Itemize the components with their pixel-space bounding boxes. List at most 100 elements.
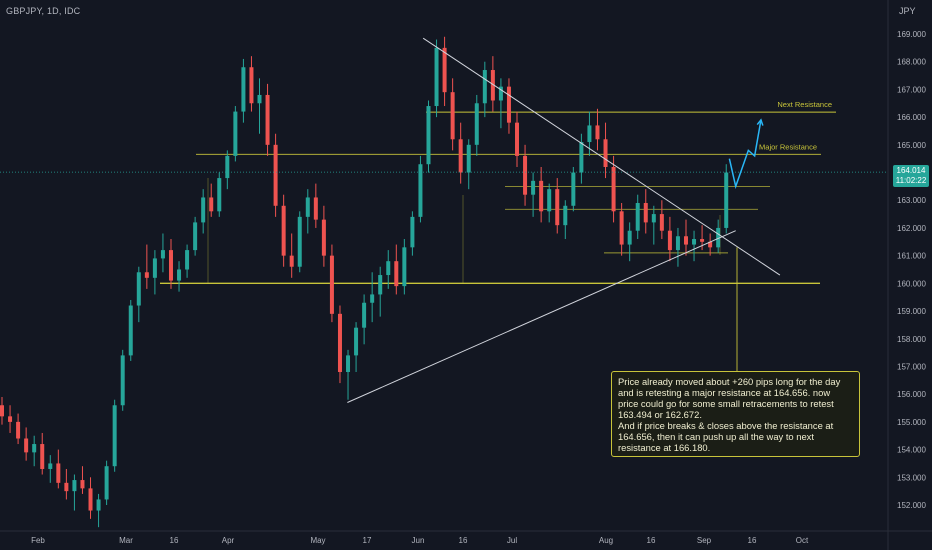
candle-body [515, 122, 520, 156]
candle-body [177, 269, 182, 281]
candle-body [337, 313, 342, 373]
candle-body [32, 444, 37, 453]
x-tick-label: Mar [119, 536, 133, 545]
candle-body [112, 405, 117, 467]
candle-body [289, 255, 294, 267]
last-price-badge: 164.014 11:02:22 [893, 165, 929, 187]
y-tick-label: 165.000 [897, 141, 926, 150]
candle-body [233, 111, 238, 156]
candle-body [434, 47, 439, 107]
candle-body [241, 67, 246, 112]
candle-body [56, 463, 61, 483]
candle-body [410, 216, 415, 248]
y-tick-label: 152.000 [897, 501, 926, 510]
candle-body [426, 106, 431, 165]
candle-body [659, 214, 664, 231]
candle-body [539, 180, 544, 212]
x-tick-label: Apr [222, 536, 235, 545]
level-label: Next Resistance [777, 100, 832, 109]
candle-body [305, 197, 310, 217]
candle-body [64, 482, 69, 492]
candle-body [354, 327, 359, 356]
candle-body [378, 275, 383, 295]
trendline [422, 37, 781, 276]
candle-body [635, 203, 640, 231]
y-tick-label: 160.000 [897, 279, 926, 288]
x-tick-label: Sep [697, 536, 712, 545]
y-tick-label: 169.000 [897, 30, 926, 39]
candle-body [104, 466, 109, 500]
candle-body [563, 205, 568, 226]
y-tick-label: 154.000 [897, 446, 926, 455]
y-tick-label: 162.000 [897, 224, 926, 233]
candle-body [394, 261, 399, 287]
candle-body [297, 216, 302, 267]
candle-body [531, 180, 536, 195]
candle-body [185, 250, 190, 270]
candle-body [24, 438, 29, 453]
y-tick-label: 167.000 [897, 85, 926, 94]
candle-body [716, 227, 721, 248]
candle-body [321, 219, 326, 256]
candle-body [128, 305, 133, 356]
candle-body [0, 405, 4, 417]
x-tick-label: Jul [507, 536, 517, 545]
candle-body [627, 230, 632, 245]
x-tick-label: Oct [796, 536, 809, 545]
candle-body [96, 499, 101, 511]
candle-body [370, 294, 375, 303]
candle-body [16, 421, 21, 439]
candle-body [8, 416, 13, 422]
candle-body [708, 241, 713, 248]
candle-body [474, 103, 479, 145]
candle-body [700, 239, 705, 242]
candle-body [144, 272, 149, 278]
candle-body [362, 302, 367, 328]
candle-body [386, 261, 391, 276]
candle-body [643, 203, 648, 223]
candle-body [692, 239, 697, 245]
candle-body [329, 255, 334, 314]
candle-body [273, 144, 278, 206]
candle-body [346, 355, 351, 373]
candle-body [595, 125, 600, 140]
candle-body [547, 189, 552, 212]
x-tick-label: 17 [363, 536, 372, 545]
candle-body [168, 250, 173, 281]
y-tick-label: 157.000 [897, 362, 926, 371]
candle-body [418, 164, 423, 217]
candle-body [603, 139, 608, 167]
candle-body [40, 444, 45, 469]
candle-body [160, 250, 165, 259]
x-tick-label: Feb [31, 536, 45, 545]
y-tick-label: 159.000 [897, 307, 926, 316]
y-tick-label: 161.000 [897, 252, 926, 261]
candle-body [611, 166, 616, 212]
candle-body [651, 214, 656, 223]
y-tick-label: 156.000 [897, 390, 926, 399]
y-tick-label: 168.000 [897, 58, 926, 67]
candle-body [88, 488, 93, 511]
currency-label: JPY [899, 6, 916, 16]
candle-body [442, 47, 447, 93]
y-tick-label: 166.000 [897, 113, 926, 122]
candle-body [209, 197, 214, 212]
candle-body [523, 155, 528, 195]
candle-body [675, 236, 680, 251]
last-price-value: 164.014 [896, 166, 926, 175]
candle-body [72, 480, 77, 492]
candle-body [201, 197, 206, 223]
candle-body [136, 272, 141, 306]
y-tick-label: 155.000 [897, 418, 926, 427]
candle-body [555, 189, 560, 226]
y-tick-label: 163.000 [897, 196, 926, 205]
candle-body [265, 94, 270, 145]
candle-body [193, 222, 198, 251]
analysis-note: Price already moved about +260 pips long… [611, 371, 860, 457]
candle-body [619, 211, 624, 245]
candle-body [466, 144, 471, 173]
candle-body [281, 205, 286, 256]
projection-arrow-icon [756, 118, 764, 126]
x-tick-label: Aug [599, 536, 613, 545]
